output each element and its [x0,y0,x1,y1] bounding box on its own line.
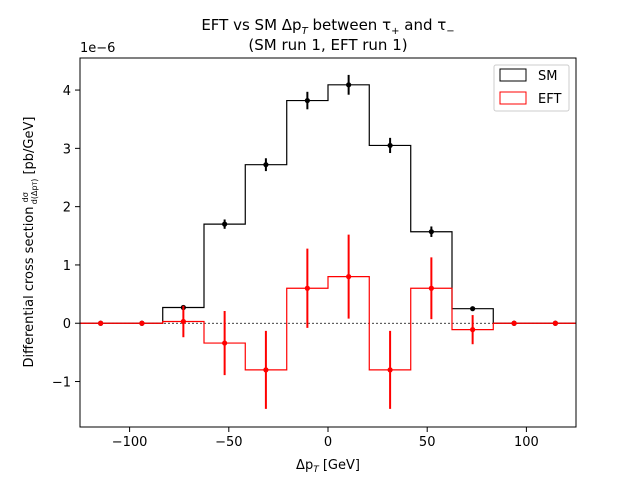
data-point-eft [428,285,434,291]
y-tick-label: 3 [63,142,71,157]
legend-label-sm: SM [538,69,557,84]
plot-frame [79,57,577,428]
data-point-sm [304,97,310,104]
y-tick-label: 0 [63,317,71,332]
y-axis-label: Differential cross section dσd(ΔpT) [pb/… [21,117,39,368]
data-point-eft [304,285,310,291]
y-tick-label: 4 [63,84,71,99]
data-point-eft [470,327,476,333]
x-tick-label: 100 [514,435,539,450]
data-point-eft [98,320,104,326]
data-point-eft [511,320,517,326]
data-point-sm [470,306,476,312]
x-tick-label: 50 [419,435,436,450]
chart-title-line1: EFT vs SM ΔpT between τ+ and τ− [201,16,454,37]
legend-swatch-eft [499,91,527,105]
data-point-eft [346,274,352,280]
axes: −100 −50 0 50 100 −1 0 1 2 3 4 [52,57,577,450]
data-point-sm [346,82,352,88]
legend: SM EFT [493,64,570,112]
data-point-eft [263,367,269,373]
x-tick-label: −100 [112,435,148,450]
data-point-sm [263,162,269,168]
data-point-eft [180,318,186,325]
legend-frame [493,64,570,112]
y-tick-label: 2 [63,201,71,216]
data-point-sm [222,221,228,227]
x-tick-label: 0 [324,435,332,450]
data-point-eft [552,320,558,326]
data-point-eft [222,340,228,346]
data-point-sm [387,142,393,149]
y-scale-label: 1e−6 [80,41,115,56]
x-tick-label: −50 [215,435,242,450]
chart-title-line2: (SM run 1, EFT run 1) [248,36,407,54]
y-tick-label: 1 [63,259,71,274]
y-tick-label: −1 [52,376,71,391]
x-axis-label: ΔpT [GeV] [296,458,360,475]
data-point-eft [387,367,393,373]
legend-label-eft: EFT [538,92,561,107]
legend-swatch-sm [499,68,527,82]
data-point-eft [139,320,145,326]
plot-area [80,74,576,409]
data-point-sm [428,229,434,235]
